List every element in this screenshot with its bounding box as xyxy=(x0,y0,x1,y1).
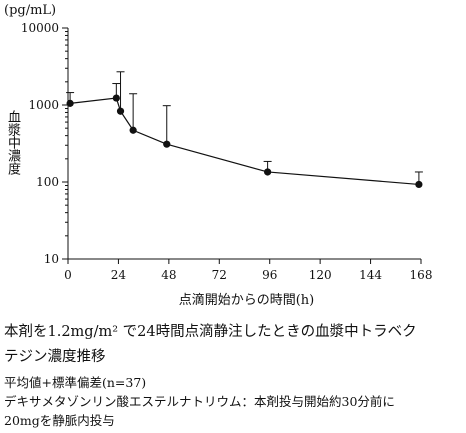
x-tick-label: 120 xyxy=(309,268,332,282)
y-axis-label: 血漿中濃度 xyxy=(5,110,20,175)
concentration-chart: 10 100 1000 10000 0 24 48 72 96 120 144 168 点滴開始からの時… xyxy=(21,21,433,308)
data-point xyxy=(163,140,171,148)
y-tick-label: 100 xyxy=(36,175,59,189)
x-tick-label: 48 xyxy=(161,268,176,282)
note-line-2: デキサメタゾンリン酸エステルナトリウム：本剤投与開始約30分前に xyxy=(4,394,395,409)
data-point xyxy=(112,94,120,102)
data-point xyxy=(66,99,74,107)
x-tick-label: 96 xyxy=(262,268,277,282)
x-tick-label: 72 xyxy=(212,268,227,282)
x-tick-label: 24 xyxy=(111,268,127,282)
note-line-1: 平均値+標準偏差(n=37) xyxy=(4,375,147,390)
y-tick-label: 1000 xyxy=(28,98,59,112)
data-point xyxy=(264,168,272,176)
data-point xyxy=(116,107,125,115)
figure-caption: 本剤を1.2mg/m² で24時間点滴静注したときの血漿中トラベク テジン濃度推… xyxy=(4,320,464,370)
x-tick-label: 168 xyxy=(410,268,433,282)
x-tick-label: 144 xyxy=(359,268,382,282)
data-point xyxy=(415,180,423,189)
y-unit-label: (pg/mL) xyxy=(4,3,57,18)
note-line-3: 20mgを静脈内投与 xyxy=(4,413,115,428)
caption-line-1: 本剤を1.2mg/m² で24時間点滴静注したときの血漿中トラベク xyxy=(4,324,417,340)
y-tick-label: 10 xyxy=(44,252,59,266)
y-tick-label: 10000 xyxy=(21,21,59,35)
caption-line-2: テジン濃度推移 xyxy=(4,349,106,365)
data-point xyxy=(129,126,137,134)
x-tick-label: 0 xyxy=(64,268,72,282)
x-axis-label: 点滴開始からの時間(h) xyxy=(179,292,315,308)
